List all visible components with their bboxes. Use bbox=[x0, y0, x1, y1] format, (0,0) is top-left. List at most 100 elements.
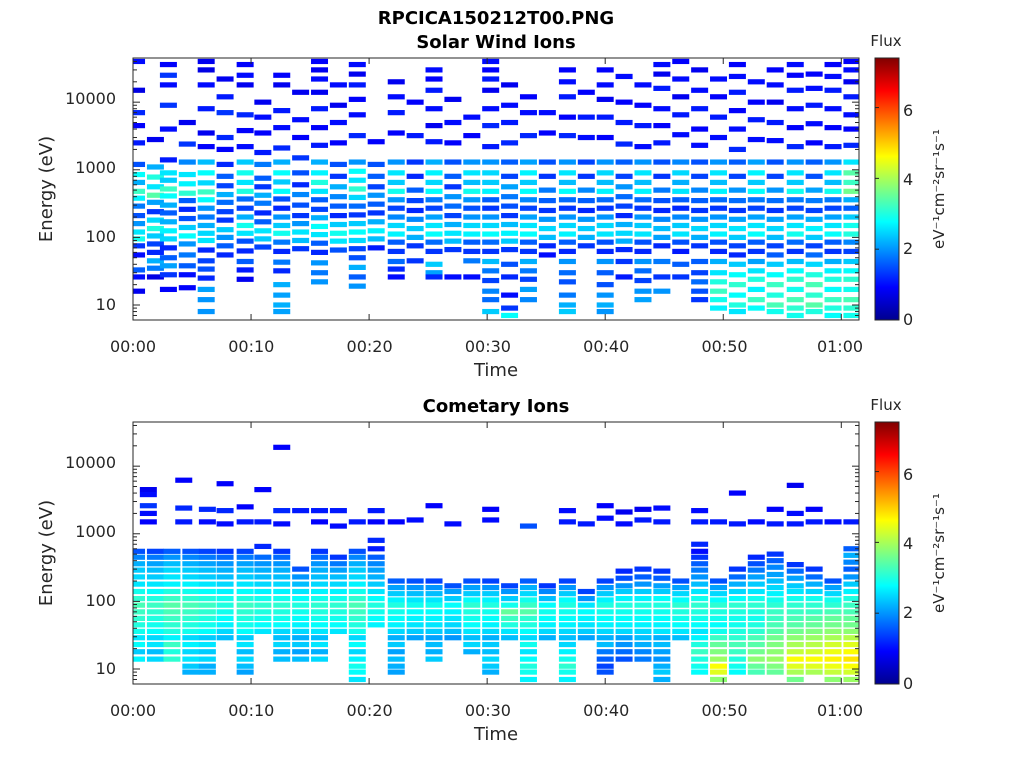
heatmap-cell bbox=[311, 622, 329, 628]
heatmap-cell bbox=[843, 622, 859, 628]
heatmap-cell bbox=[805, 252, 823, 258]
heatmap-cell bbox=[519, 578, 537, 584]
heatmap-cell bbox=[178, 233, 196, 239]
heatmap-cell bbox=[311, 197, 329, 203]
heatmap-cell bbox=[519, 297, 537, 303]
heatmap-cell bbox=[236, 588, 254, 595]
heatmap-cell bbox=[824, 622, 842, 628]
heatmap-cell bbox=[786, 248, 804, 255]
heatmap-cell bbox=[615, 99, 633, 105]
heatmap-cell bbox=[463, 170, 481, 176]
panel-title: Solar Wind Ions bbox=[416, 32, 575, 53]
heatmap-cell bbox=[843, 628, 859, 634]
y-tick-label: 10 bbox=[96, 659, 116, 678]
x-tick-label: 00:50 bbox=[701, 701, 747, 720]
heatmap-cell bbox=[387, 248, 405, 255]
heatmap-cell bbox=[348, 581, 366, 587]
y-tick-label: 10000 bbox=[65, 89, 116, 108]
heatmap-cell bbox=[615, 649, 633, 655]
heatmap-cell bbox=[425, 591, 443, 597]
heatmap-cell bbox=[198, 574, 216, 580]
heatmap-cell bbox=[805, 622, 823, 628]
heatmap-cell bbox=[538, 583, 556, 589]
heatmap-cell bbox=[406, 99, 424, 105]
heatmap-cell bbox=[596, 205, 614, 211]
heatmap-cell bbox=[596, 170, 614, 176]
y-tick-label: 10000 bbox=[65, 453, 116, 472]
heatmap-cell bbox=[292, 588, 310, 595]
heatmap-cell bbox=[197, 237, 215, 244]
heatmap-cell bbox=[728, 628, 746, 634]
heatmap-cell bbox=[463, 248, 481, 255]
heatmap-cell bbox=[216, 243, 234, 249]
heatmap-cell bbox=[653, 505, 671, 511]
heatmap-cell bbox=[367, 519, 385, 525]
heatmap-cell bbox=[615, 575, 633, 581]
heatmap-cell bbox=[653, 258, 671, 265]
heatmap-cell bbox=[747, 595, 765, 602]
heatmap-cell bbox=[182, 609, 200, 615]
heatmap-cell bbox=[577, 225, 595, 232]
heatmap-cell bbox=[311, 628, 329, 634]
heatmap-cell bbox=[843, 609, 859, 615]
heatmap-cell bbox=[558, 649, 576, 655]
heatmap-cell bbox=[728, 198, 746, 204]
heatmap-cell bbox=[805, 85, 823, 91]
heatmap-cell bbox=[786, 615, 804, 622]
heatmap-cell bbox=[691, 270, 709, 276]
heatmap-cell bbox=[519, 248, 537, 255]
heatmap-cell bbox=[824, 578, 842, 584]
heatmap-cell bbox=[178, 141, 196, 147]
heatmap-cell bbox=[766, 641, 784, 648]
heatmap-cell bbox=[786, 268, 804, 274]
heatmap-cell bbox=[292, 649, 310, 655]
heatmap-cell bbox=[786, 628, 804, 634]
heatmap-cell bbox=[558, 248, 576, 255]
panel-solar-wind-ions: Solar Wind Ions 00:00 00:10 00:20 00:30 … bbox=[36, 32, 948, 381]
heatmap-cell bbox=[710, 134, 728, 141]
heatmap-cell bbox=[843, 205, 859, 211]
heatmap-cell bbox=[236, 567, 254, 573]
heatmap-cell bbox=[691, 106, 709, 112]
heatmap-cell bbox=[615, 568, 633, 574]
heatmap-cell bbox=[691, 142, 709, 148]
heatmap-cell bbox=[482, 87, 500, 93]
heatmap-cell bbox=[482, 76, 500, 82]
heatmap-cell bbox=[653, 85, 671, 91]
heatmap-cell bbox=[824, 669, 842, 675]
heatmap-cell bbox=[482, 609, 500, 615]
heatmap-cell bbox=[425, 139, 443, 145]
heatmap-cell bbox=[519, 597, 537, 603]
heatmap-cell bbox=[558, 676, 576, 683]
heatmap-cell bbox=[175, 505, 193, 511]
heatmap-cell bbox=[824, 106, 842, 112]
heatmap-cell bbox=[615, 230, 633, 236]
heatmap-cell bbox=[216, 227, 234, 233]
heatmap-cell bbox=[198, 567, 216, 573]
heatmap-cell bbox=[273, 609, 291, 615]
heatmap-cell bbox=[163, 609, 181, 615]
heatmap-cell bbox=[691, 198, 709, 204]
heatmap-cell bbox=[558, 133, 576, 139]
heatmap-cell bbox=[292, 134, 310, 141]
heatmap-cell bbox=[501, 305, 519, 311]
heatmap-cell bbox=[653, 243, 671, 249]
heatmap-cell bbox=[538, 173, 556, 179]
heatmap-cell bbox=[728, 521, 746, 527]
colorbar-units: eV⁻¹cm⁻²sr⁻¹s⁻¹ bbox=[930, 129, 948, 249]
heatmap-cell bbox=[329, 173, 347, 179]
heatmap-cell bbox=[482, 159, 500, 165]
heatmap-cell bbox=[367, 184, 385, 190]
heatmap-cell bbox=[786, 214, 804, 220]
heatmap-cell bbox=[444, 521, 462, 527]
heatmap-cell bbox=[182, 581, 200, 587]
heatmap-cell bbox=[747, 609, 765, 615]
axes bbox=[132, 422, 859, 685]
heatmap-cell bbox=[558, 591, 576, 597]
heatmap-cell bbox=[615, 73, 633, 80]
heatmap-cell bbox=[406, 225, 424, 232]
heatmap-cell bbox=[406, 615, 424, 622]
heatmap-cell bbox=[146, 588, 164, 595]
heatmap-cell bbox=[805, 519, 823, 525]
heatmap-cell bbox=[710, 76, 728, 82]
